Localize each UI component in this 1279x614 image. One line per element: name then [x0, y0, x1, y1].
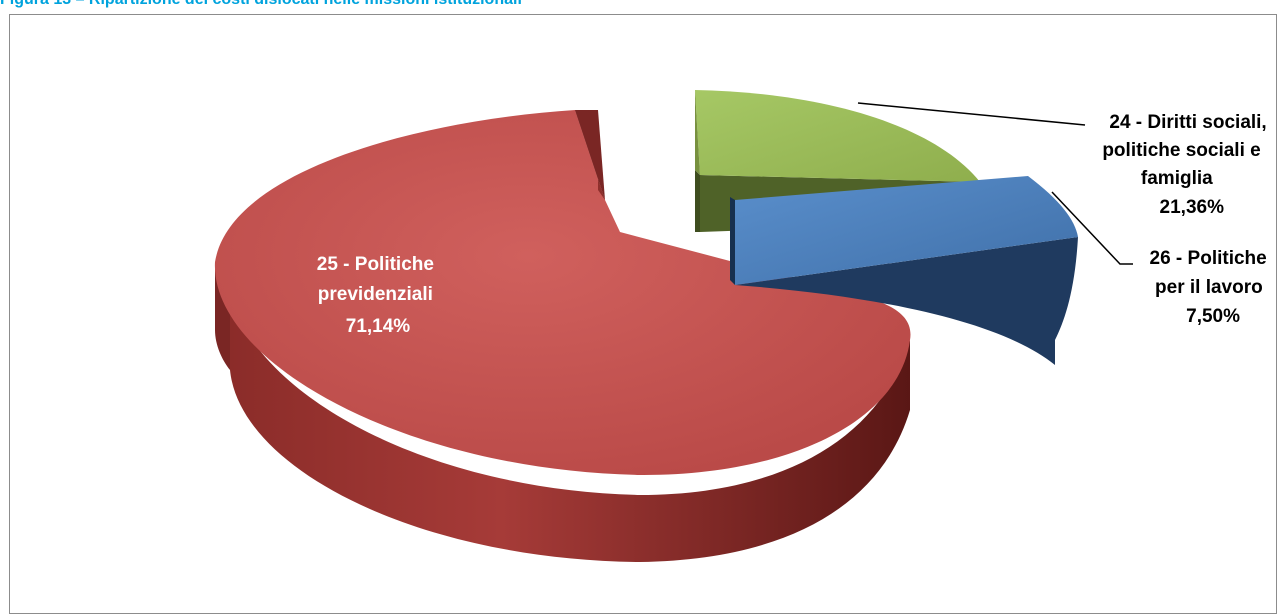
label-25-line2: previdenziali: [318, 284, 433, 305]
label-25-line1: 25 - Politiche: [317, 254, 434, 275]
label-24-line1: 24 - Diritti sociali,: [1109, 112, 1266, 133]
label-24-line2: politiche sociali e: [1102, 140, 1260, 161]
label-26-pct: 7,50%: [1186, 306, 1240, 327]
label-24: 24 - Diritti sociali, politiche sociali …: [1102, 112, 1272, 218]
slice-24[interactable]: [695, 90, 980, 182]
label-26: 26 - Politiche per il lavoro 7,50%: [1150, 248, 1272, 327]
label-26-line1: 26 - Politiche: [1150, 248, 1267, 269]
leader-line-24: [857, 102, 1086, 126]
slice-26[interactable]: [735, 176, 1078, 285]
label-25: 25 - Politiche previdenziali 71,14%: [317, 254, 439, 337]
slice-25[interactable]: [214, 110, 911, 476]
label-24-line3: famiglia: [1141, 168, 1213, 189]
slice-26-side: [730, 197, 1078, 365]
label-26-line2: per il lavoro: [1155, 277, 1263, 298]
label-24-pct: 21,36%: [1160, 197, 1225, 218]
label-25-pct: 71,14%: [346, 316, 411, 337]
figure-caption: Figura 13 – Ripartizione dei costi dislo…: [0, 0, 522, 9]
leader-line-26: [1051, 191, 1133, 265]
